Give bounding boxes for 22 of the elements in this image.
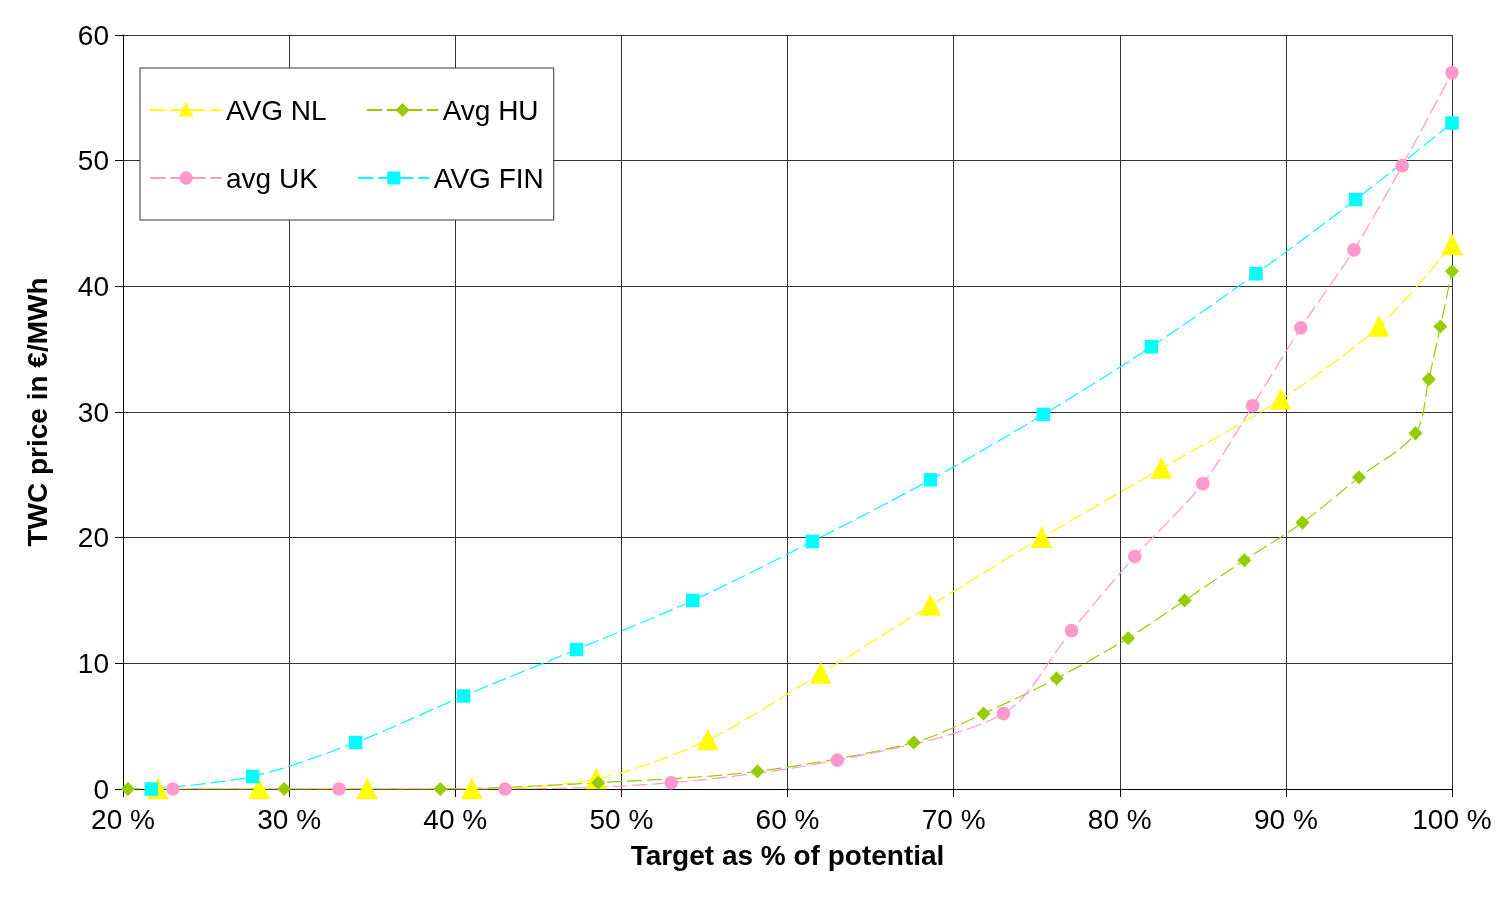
y-tick-label: 30	[77, 396, 109, 428]
x-tick-label: 30 %	[257, 803, 322, 835]
y-tick-label: 20	[77, 522, 109, 554]
x-tick-label: 40 %	[423, 803, 488, 835]
x-tick-label: 100 %	[1412, 803, 1492, 835]
legend-label: AVG NL	[226, 94, 327, 126]
x-tick-label: 70 %	[921, 803, 986, 835]
y-axis-title: TWC price in €/MWh	[21, 277, 53, 547]
y-tick-label: 50	[77, 145, 109, 177]
y-tick-label: 10	[77, 647, 109, 679]
y-tick-label: 0	[93, 773, 109, 805]
x-tick-label: 20 %	[91, 803, 155, 835]
x-tick-label: 80 %	[1087, 803, 1152, 835]
x-tick-label: 60 %	[755, 803, 820, 835]
x-tick-label: 90 %	[1253, 803, 1318, 835]
x-axis-title: Target as % of potential	[630, 839, 945, 871]
legend-label: Avg HU	[442, 94, 539, 126]
legend-label: avg UK	[226, 162, 319, 194]
legend-label: AVG FIN	[433, 162, 544, 194]
x-tick-label: 50 %	[589, 803, 654, 835]
y-tick-label: 60	[77, 19, 109, 51]
y-tick-label: 40	[77, 270, 109, 302]
